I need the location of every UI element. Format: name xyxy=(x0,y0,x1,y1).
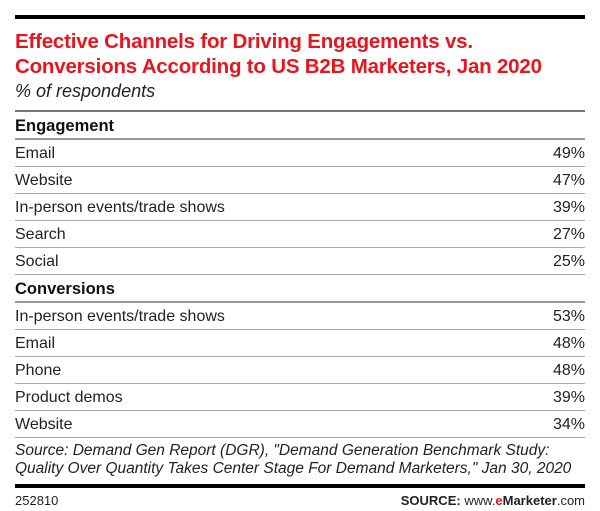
top-rule xyxy=(15,15,585,19)
table-row: Product demos 39% xyxy=(15,384,585,411)
row-value: 48% xyxy=(552,335,585,352)
brand-marketer: Marketer xyxy=(502,493,557,508)
header-divider xyxy=(15,110,585,112)
source-note: Source: Demand Gen Report (DGR), "Demand… xyxy=(15,442,572,477)
chart-subtitle: % of respondents xyxy=(15,81,156,101)
table-row: Phone 48% xyxy=(15,357,585,384)
row-label: In-person events/trade shows xyxy=(15,199,225,216)
row-label: Search xyxy=(15,226,66,243)
table-row: In-person events/trade shows 53% xyxy=(15,303,585,330)
footer: 252810 SOURCE: www.eMarketer.com xyxy=(15,493,585,508)
row-value: 39% xyxy=(552,389,585,406)
table-row: Email 48% xyxy=(15,330,585,357)
table-row: Social 25% xyxy=(15,248,585,275)
row-value: 27% xyxy=(552,226,585,243)
brand-www: www. xyxy=(464,493,496,508)
row-value: 47% xyxy=(552,172,585,189)
row-value: 48% xyxy=(552,362,585,379)
section-header: Conversions xyxy=(15,275,585,303)
row-value: 34% xyxy=(552,416,585,433)
row-label: Phone xyxy=(15,362,62,379)
bottom-rule xyxy=(15,484,585,488)
row-label: Product demos xyxy=(15,389,123,406)
row-value: 49% xyxy=(552,145,585,162)
table-body: Engagement Email 49% Website 47% In-person ev… xyxy=(15,112,585,438)
row-value: 39% xyxy=(552,199,585,216)
row-value: 53% xyxy=(552,308,585,325)
row-label: In-person events/trade shows xyxy=(15,308,225,325)
brand-e: e xyxy=(495,493,503,508)
table-row: Email 49% xyxy=(15,140,585,167)
section-header: Engagement xyxy=(15,112,585,140)
row-label: Email xyxy=(15,335,56,352)
row-label: Website xyxy=(15,416,73,433)
chart-id: 252810 xyxy=(15,493,59,508)
table-row: Website 47% xyxy=(15,167,585,194)
row-value: 25% xyxy=(552,253,585,270)
source-brand: SOURCE: www.eMarketer.com xyxy=(401,493,585,508)
table-row: Search 27% xyxy=(15,221,585,248)
chart-table: Effective Channels for Driving Engagemen… xyxy=(15,15,585,508)
chart-title: Effective Channels for Driving Engagemen… xyxy=(15,30,542,78)
row-label: Social xyxy=(15,253,59,270)
row-label: Email xyxy=(15,145,56,162)
row-label: Website xyxy=(15,172,73,189)
source-label: SOURCE: xyxy=(400,493,461,508)
brand-com: .com xyxy=(556,493,585,508)
table-row: In-person events/trade shows 39% xyxy=(15,194,585,221)
table-row: Website 34% xyxy=(15,411,585,438)
